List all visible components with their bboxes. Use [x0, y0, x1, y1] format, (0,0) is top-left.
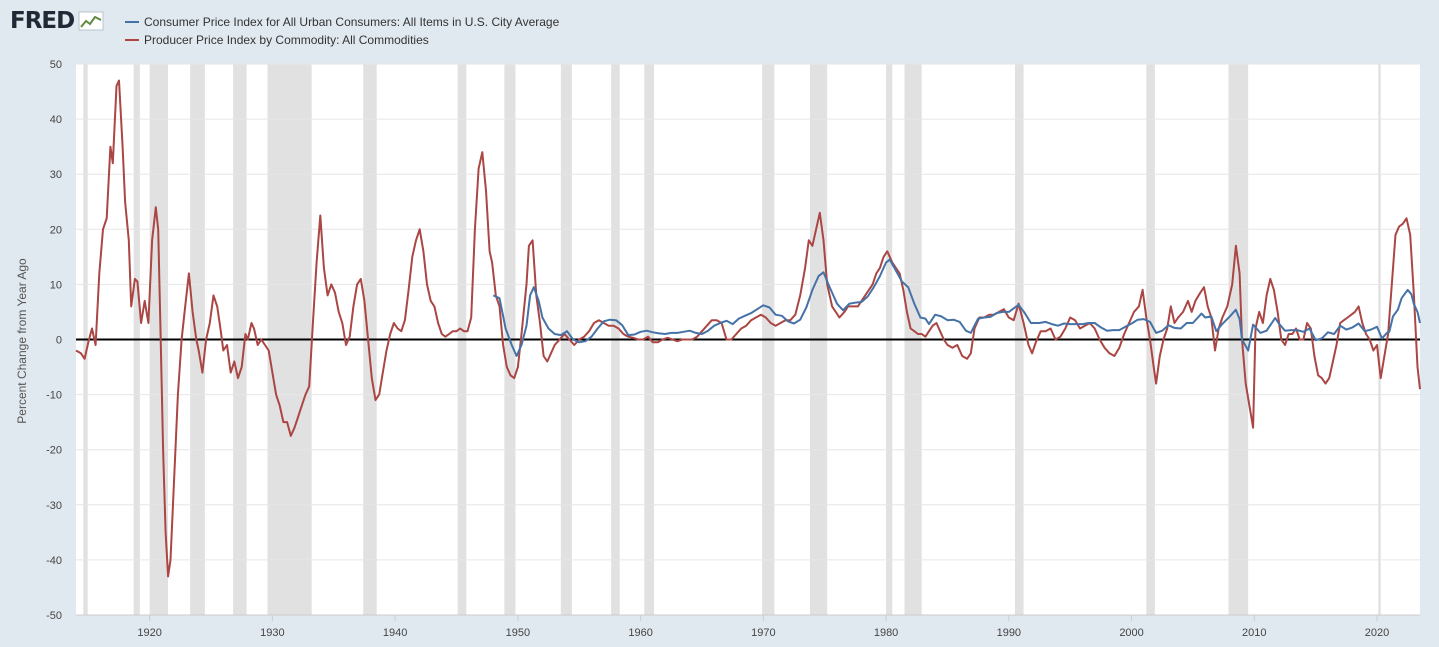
- x-tick-label: 1980: [874, 627, 898, 639]
- x-tick-label: 1990: [997, 627, 1021, 639]
- x-tick-label: 1930: [260, 627, 284, 639]
- x-tick-label: 2010: [1242, 627, 1266, 639]
- y-tick-label: -30: [46, 500, 62, 512]
- y-tick-label: -40: [46, 555, 62, 567]
- y-tick-label: 30: [50, 169, 62, 181]
- legend-label-ppi: Producer Price Index by Commodity: All C…: [144, 33, 429, 47]
- ppi-line: [75, 79, 1421, 578]
- x-tick-label: 1950: [506, 627, 530, 639]
- x-tick-label: 1960: [628, 627, 652, 639]
- x-axis-ticks: 1920 1930 1940 1950 1960 1970 1980 1990 2000 2010…: [76, 614, 1420, 639]
- y-axis-title: Percent Change from Year Ago: [15, 258, 29, 424]
- chart-legend: Consumer Price Index for All Urban Consu…: [125, 13, 559, 49]
- x-tick-label: 1970: [751, 627, 775, 639]
- fred-logo-text: FRED: [10, 8, 75, 34]
- y-tick-label: 10: [50, 279, 62, 291]
- legend-swatch-ppi: [125, 39, 139, 41]
- x-tick-label: 1920: [137, 627, 161, 639]
- legend-swatch-cpi: [125, 21, 139, 23]
- y-tick-label: 0: [56, 335, 62, 347]
- fred-logo[interactable]: FRED: [10, 8, 104, 34]
- y-tick-label: 50: [50, 59, 62, 71]
- y-axis-ticks: -50 -40 -30 -20 -10 0 10 20 30 40 50: [46, 59, 62, 622]
- y-tick-label: 20: [50, 224, 62, 236]
- y-tick-label: 40: [50, 114, 62, 126]
- chart-trend-icon: [78, 11, 104, 31]
- x-tick-label: 1940: [383, 627, 407, 639]
- y-tick-label: -10: [46, 390, 62, 402]
- series-lines: [75, 79, 1421, 578]
- legend-item-ppi[interactable]: Producer Price Index by Commodity: All C…: [125, 31, 559, 49]
- x-tick-label: 2020: [1365, 627, 1389, 639]
- x-tick-label: 2000: [1119, 627, 1143, 639]
- legend-label-cpi: Consumer Price Index for All Urban Consu…: [144, 15, 560, 29]
- legend-item-cpi[interactable]: Consumer Price Index for All Urban Consu…: [125, 13, 559, 31]
- y-tick-label: -50: [46, 610, 62, 622]
- y-tick-label: -20: [46, 445, 62, 457]
- cpi-line: [492, 258, 1421, 357]
